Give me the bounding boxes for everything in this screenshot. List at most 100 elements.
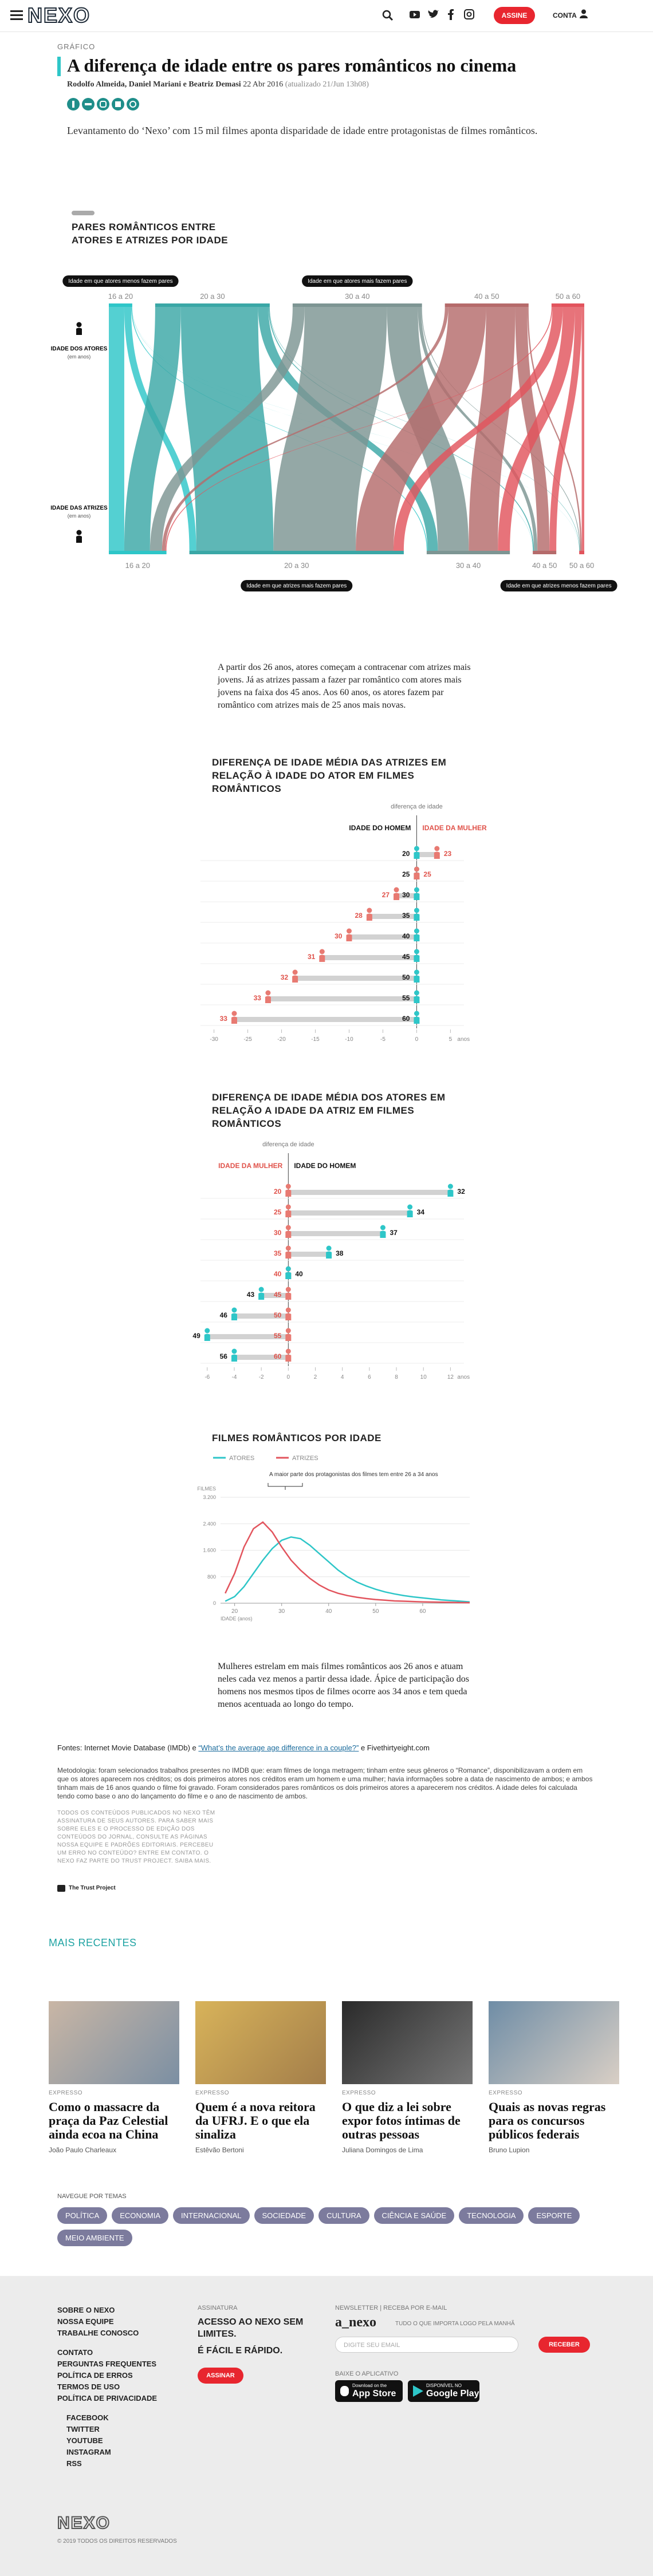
account-link[interactable]: CONTA bbox=[553, 11, 577, 19]
compare-value: 25 bbox=[423, 870, 431, 878]
account-icon[interactable] bbox=[580, 9, 588, 18]
icon-head bbox=[204, 1328, 210, 1334]
social-link[interactable]: TWITTER bbox=[66, 2425, 100, 2433]
footer-link[interactable]: TRABALHE CONOSCO bbox=[57, 2329, 139, 2337]
source-label: 16 a 20 bbox=[108, 292, 133, 301]
card-author: Juliana Domingos de Lima bbox=[342, 2146, 423, 2154]
paragraph: A partir dos 26 anos, atores começam a c… bbox=[218, 662, 471, 710]
sources-link[interactable]: “What’s the average age difference in a … bbox=[198, 1743, 359, 1752]
annotation-text: Idade em que atores menos fazem pares bbox=[68, 278, 172, 285]
x-tick-label: 10 bbox=[420, 1374, 427, 1380]
card-image[interactable] bbox=[195, 2001, 326, 2084]
footer-link[interactable]: NOSSA EQUIPE bbox=[57, 2317, 114, 2326]
compare-icon bbox=[204, 1328, 210, 1341]
icon-body bbox=[231, 1016, 237, 1024]
icon-head bbox=[407, 1204, 413, 1210]
newsletter-button[interactable]: RECEBER bbox=[538, 2337, 590, 2353]
compare-icon bbox=[326, 1245, 332, 1259]
card-title[interactable]: Como o massacre da praça da Paz Celestia… bbox=[49, 2100, 168, 2141]
topic-pill[interactable]: ECONOMIA bbox=[112, 2207, 169, 2224]
base-value: 25 bbox=[274, 1208, 282, 1216]
compare-value: 30 bbox=[335, 932, 343, 940]
compare-icon bbox=[285, 1266, 292, 1279]
icon-head bbox=[285, 1328, 291, 1334]
menu-icon[interactable] bbox=[10, 10, 23, 21]
topic-pill[interactable]: CULTURA bbox=[318, 2207, 369, 2224]
card-image[interactable] bbox=[49, 2001, 179, 2084]
icon-head bbox=[414, 949, 419, 954]
x-tick-label: 12 bbox=[447, 1374, 454, 1380]
icon-head bbox=[265, 990, 271, 996]
base-value: 35 bbox=[402, 912, 410, 920]
series-line bbox=[225, 1521, 470, 1604]
footer: SOBRE O NEXO NOSSA EQUIPE TRABALHE CONOSCO… bbox=[0, 2276, 653, 2576]
social-link[interactable]: YOUTUBE bbox=[66, 2436, 103, 2445]
target-label: 50 a 60 bbox=[569, 561, 594, 570]
google-play-badge[interactable]: DISPONÍVEL NO Google Play bbox=[408, 2380, 479, 2402]
card-title[interactable]: Quais as novas regras para os concursos … bbox=[489, 2100, 606, 2141]
social-link[interactable]: RSS bbox=[66, 2459, 82, 2468]
dot-chart: diferença de idade IDADE DO HOMEM IDADE DA… bbox=[200, 803, 487, 1043]
card-image[interactable] bbox=[489, 2001, 619, 2084]
topic-pill[interactable]: TECNOLOGIA bbox=[459, 2207, 524, 2224]
dot-chart: diferença de idade IDADE DA MULHER IDADE D… bbox=[192, 1141, 470, 1380]
card-title[interactable]: Quem é a nova reitora da UFRJ. E o que e… bbox=[195, 2100, 316, 2141]
annotation: A maior parte dos protagonistas dos film… bbox=[269, 1472, 438, 1478]
icon-head bbox=[434, 846, 440, 851]
topic-pill[interactable]: CIÊNCIA E SAÚDE bbox=[373, 2207, 455, 2224]
social-link[interactable]: FACEBOOK bbox=[66, 2413, 109, 2422]
footer-link[interactable]: CONTATO bbox=[57, 2348, 93, 2357]
icon-body bbox=[394, 893, 400, 900]
email-input[interactable]: DIGITE SEU EMAIL bbox=[335, 2337, 518, 2353]
share-whatsapp[interactable] bbox=[127, 98, 139, 111]
topic-pill[interactable]: SOCIEDADE bbox=[254, 2207, 314, 2224]
difference-bar bbox=[416, 852, 437, 857]
icon-head bbox=[285, 1307, 291, 1313]
icon-body bbox=[292, 975, 298, 983]
card-image[interactable] bbox=[342, 2001, 473, 2084]
footer-link[interactable]: SOBRE O NEXO bbox=[57, 2306, 115, 2314]
card-title[interactable]: O que diz a lei sobre expor fotos íntima… bbox=[342, 2100, 461, 2141]
y-tick-label: 2.400 bbox=[203, 1521, 216, 1526]
footer-link[interactable]: POLÍTICA DE PRIVACIDADE bbox=[57, 2394, 158, 2403]
icon-body bbox=[76, 328, 82, 335]
annotation: Idade em que atores mais fazem pares bbox=[302, 275, 413, 287]
icon-head bbox=[414, 866, 419, 872]
axis-title: diferença de idade bbox=[391, 803, 443, 810]
sources: Fontes: Internet Movie Database (IMDb) e… bbox=[57, 1743, 430, 1752]
trust-project[interactable]: The Trust Project bbox=[57, 1885, 116, 1892]
icon-body bbox=[285, 1251, 292, 1259]
subscribe-button[interactable]: ASSINE bbox=[494, 7, 535, 24]
badge-name: App Store bbox=[352, 2389, 396, 2399]
subscribe-button[interactable]: ASSINAR bbox=[198, 2368, 243, 2384]
compare-icon bbox=[407, 1204, 413, 1217]
base-icon bbox=[414, 846, 420, 859]
x-unit: anos bbox=[457, 1036, 470, 1043]
target-node bbox=[109, 551, 167, 554]
topic-pill[interactable]: INTERNACIONAL bbox=[173, 2207, 250, 2224]
x-tick-label: 5 bbox=[449, 1036, 453, 1043]
icon-body bbox=[285, 1272, 292, 1279]
flow bbox=[165, 307, 553, 551]
updated: (atualizado 21/Jun 13h08) bbox=[285, 80, 369, 89]
icon-head bbox=[76, 322, 82, 328]
topic-pill[interactable]: MEIO AMBIENTE bbox=[57, 2230, 132, 2246]
app-store-badge[interactable]: Download on the App Store bbox=[335, 2380, 403, 2402]
icon-body bbox=[414, 934, 420, 941]
base-value: 60 bbox=[402, 1015, 410, 1023]
footer-link[interactable]: TERMOS DE USO bbox=[57, 2382, 120, 2391]
footer-link[interactable]: PERGUNTAS FREQUENTES bbox=[57, 2360, 157, 2368]
topic-pill[interactable]: POLÍTICA bbox=[57, 2207, 108, 2224]
card-tag: EXPRESSO bbox=[342, 2090, 376, 2096]
icon-head bbox=[76, 530, 82, 535]
share-instagram[interactable] bbox=[97, 98, 109, 111]
topic-pill[interactable]: ESPORTE bbox=[528, 2207, 580, 2224]
base-icon bbox=[285, 1307, 292, 1320]
social-link[interactable]: INSTAGRAM bbox=[66, 2448, 111, 2456]
logo[interactable]: NEXO bbox=[27, 3, 91, 27]
footer-link[interactable]: POLÍTICA DE ERROS bbox=[57, 2371, 133, 2380]
badge-pre: DISPONÍVEL NO bbox=[426, 2383, 462, 2388]
flow bbox=[273, 307, 387, 551]
compare-value: 23 bbox=[444, 850, 452, 858]
difference-bar bbox=[268, 996, 417, 1001]
